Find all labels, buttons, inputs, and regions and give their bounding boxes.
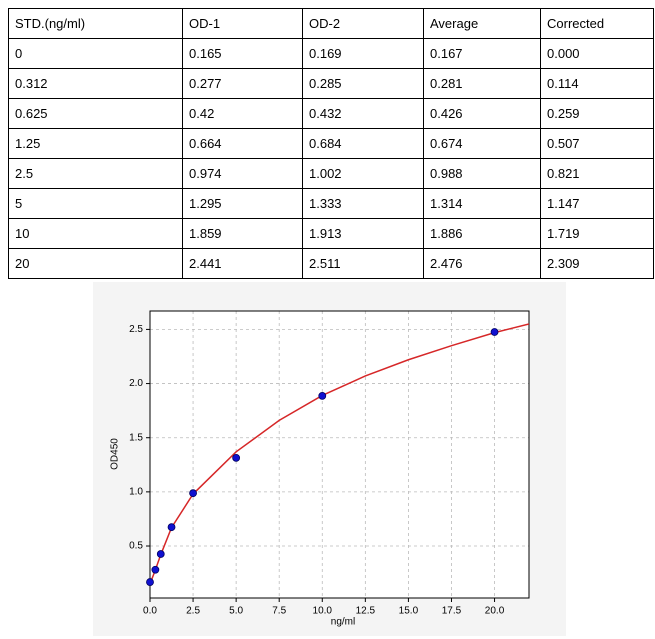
- table-cell: 0.281: [423, 68, 541, 99]
- data-point: [167, 523, 176, 532]
- table-cell: 0.426: [423, 98, 541, 129]
- table-cell: 0.974: [182, 158, 303, 189]
- y-tick-label: 2.5: [129, 324, 143, 335]
- data-point: [151, 565, 160, 574]
- y-tick-label: 1.5: [129, 432, 143, 443]
- table-cell: 1.147: [540, 188, 654, 219]
- x-tick-label: 2.5: [186, 606, 200, 617]
- table-cell: 2.5: [8, 158, 183, 189]
- data-point: [490, 328, 499, 336]
- table-cell: 0.42: [182, 98, 303, 129]
- x-axis-label: ng/ml: [331, 617, 355, 628]
- table-cell: 1.719: [540, 218, 654, 249]
- x-tick-label: 17.5: [442, 606, 462, 617]
- table-cell: 1.295: [182, 188, 303, 219]
- table-cell: 0: [8, 38, 183, 69]
- table-row: 0.625 0.42 0.432 0.426 0.259: [8, 98, 654, 129]
- table-cell: 0.821: [540, 158, 654, 189]
- table-row: 0.312 0.277 0.285 0.281 0.114: [8, 68, 654, 99]
- data-table: STD.(ng/ml) OD-1 OD-2 Average Corrected 0 0.16…: [8, 8, 654, 279]
- table-cell: 0.684: [302, 128, 424, 159]
- x-tick-label: 12.5: [356, 606, 376, 617]
- table-cell: 0.664: [182, 128, 303, 159]
- table-cell: Corrected: [540, 8, 654, 39]
- table-cell: 1.333: [302, 188, 424, 219]
- table-cell: 0.167: [423, 38, 541, 69]
- data-point: [156, 550, 165, 558]
- y-axis-label: OD450: [110, 438, 121, 470]
- table-cell: 0.507: [540, 128, 654, 159]
- chart: ng/ml OD450 0.0 2.5 5.0 7.5 10.0 12.5 15.0 17.5…: [93, 282, 566, 636]
- data-point: [232, 453, 241, 462]
- table-cell: 0.625: [8, 98, 183, 129]
- table-row: 1.25 0.664 0.684 0.674 0.507: [8, 128, 654, 159]
- table-cell: 0.000: [540, 38, 654, 69]
- table-row: 5 1.295 1.333 1.314 1.147: [8, 188, 654, 219]
- header-row: STD.(ng/ml) OD-1 OD-2 Average Corrected: [8, 8, 654, 39]
- data-point: [146, 578, 154, 586]
- table-cell: 0.432: [302, 98, 424, 129]
- table-cell: 2.309: [540, 248, 654, 279]
- table-cell: 0.277: [182, 68, 303, 99]
- x-tick-label: 15.0: [399, 606, 419, 617]
- y-tick-label: 1.0: [129, 487, 143, 498]
- table-cell: OD-1: [182, 8, 303, 39]
- table-row: 10 1.859 1.913 1.886 1.719: [8, 218, 654, 249]
- table-cell: 1.002: [302, 158, 424, 189]
- table-cell: 1.25: [8, 128, 183, 159]
- table-cell: 20: [8, 248, 183, 279]
- table-cell: 2.441: [182, 248, 303, 279]
- data-point: [189, 489, 197, 498]
- table-cell: 0.114: [540, 68, 654, 99]
- table-cell: 1.913: [302, 218, 424, 249]
- x-tick-label: 7.5: [272, 606, 286, 617]
- table-cell: 0.674: [423, 128, 541, 159]
- table-cell: 0.988: [423, 158, 541, 189]
- table-row: 0 0.165 0.169 0.167 0.000: [8, 38, 654, 69]
- table-cell: 0.165: [182, 38, 303, 69]
- data-point: [318, 392, 327, 400]
- table-cell: 0.259: [540, 98, 654, 129]
- table-cell: 10: [8, 218, 183, 249]
- x-tick-label: 0.0: [143, 606, 157, 617]
- table-cell: 0.285: [302, 68, 424, 99]
- table-cell: OD-2: [302, 8, 424, 39]
- table-cell: 5: [8, 188, 183, 219]
- table-row: 2.5 0.974 1.002 0.988 0.821: [8, 158, 654, 189]
- y-tick-label: 2.0: [129, 378, 143, 389]
- table-cell: 0.312: [8, 68, 183, 99]
- plot-area: [150, 311, 529, 598]
- table-cell: 2.476: [423, 248, 541, 279]
- table-cell: 0.169: [302, 38, 424, 69]
- table-cell: 1.886: [423, 218, 541, 249]
- x-tick-label: 10.0: [313, 606, 333, 617]
- x-tick-label: 5.0: [229, 606, 243, 617]
- y-tick-label: 0.5: [129, 541, 143, 552]
- table-cell: STD.(ng/ml): [8, 8, 183, 39]
- x-tick-label: 20.0: [485, 606, 505, 617]
- table-cell: 1.859: [182, 218, 303, 249]
- table-row: 20 2.441 2.511 2.476 2.309: [8, 248, 654, 279]
- table-cell: Average: [423, 8, 541, 39]
- table-cell: 2.511: [302, 248, 424, 279]
- table-cell: 1.314: [423, 188, 541, 219]
- plot-frame: [149, 310, 530, 599]
